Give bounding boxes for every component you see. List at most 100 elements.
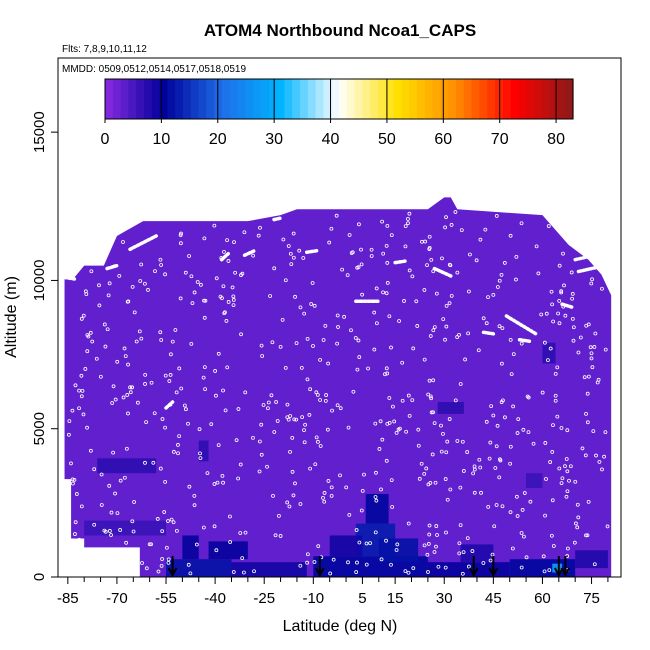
sample-point [182,403,187,408]
sample-point [553,398,558,403]
sample-point [478,237,483,242]
sample-point [521,534,526,539]
sample-point [364,541,369,546]
sample-point [307,413,312,417]
sample-point [404,429,409,434]
sample-point [374,286,379,291]
sample-point [432,421,437,426]
sample-point [202,298,206,303]
sample-point [553,371,558,376]
sample-point [111,384,116,389]
sample-point [117,274,122,278]
sample-point [497,475,502,480]
sample-point [77,388,82,393]
sample-point [373,495,378,499]
sample-point [294,341,299,345]
x-tick-label: 30 [436,590,453,607]
colorbar-segment [417,79,426,119]
sample-point [278,534,283,538]
sample-point [77,537,82,542]
sample-point [225,238,229,242]
sample-point [492,524,497,529]
flight-track [452,191,460,198]
sample-point [416,427,421,432]
sample-point [415,324,420,328]
sample-point [575,525,580,530]
sample-point [426,392,431,397]
sample-point [592,345,597,349]
sample-point [597,459,602,464]
sample-point [570,292,575,296]
profile-marker-arrow [560,567,571,578]
sample-point [239,273,243,277]
sample-point [430,452,435,457]
sample-point [298,563,303,568]
sample-point [557,466,562,471]
sample-point [359,262,364,267]
sample-point [434,524,439,528]
sample-point [329,485,334,490]
colorbar-segment [339,79,348,119]
sample-point [151,460,156,465]
sample-point [314,435,319,440]
sample-point [592,562,597,567]
sample-point [283,278,288,283]
sample-point [465,450,470,454]
sample-point [268,294,272,298]
sample-point [429,396,434,401]
sample-point [357,355,362,359]
sample-point [81,313,86,318]
colorbar-segment [112,79,122,119]
sample-point [503,415,507,420]
sample-point [582,375,587,380]
x-tick-label: -40 [204,590,226,607]
sample-point [270,340,275,345]
sample-point [138,279,143,283]
colorbar-segment [300,79,309,119]
colorbar: 0 10 20 30 40 50 60 70 80 [101,78,574,148]
sample-point [215,480,220,485]
sample-point [395,542,400,547]
flight-track [573,251,604,262]
sample-point [277,513,281,518]
sample-point [132,310,137,315]
sample-point [549,533,554,538]
sample-point [571,325,576,330]
sample-point [174,528,179,533]
sample-point [220,473,225,478]
sample-point [499,361,504,366]
sample-point [153,269,157,274]
sample-point [162,510,167,514]
sample-point [345,273,350,278]
sample-point [585,420,590,425]
sample-point [428,481,433,485]
sample-point [312,303,317,308]
sample-point [491,293,496,297]
sample-point [526,430,531,435]
sample-point [448,263,453,268]
sample-point [302,440,307,445]
sample-point [327,240,332,245]
chart-title: ATOM4 Northbound Ncoa1_CAPS [204,21,476,40]
sample-point [221,480,225,485]
x-tick-label: -55 [155,590,177,607]
sample-point [103,344,108,349]
sample-point [216,351,221,356]
sample-point [519,565,524,570]
sample-point [359,508,364,513]
sample-point [479,490,483,495]
sample-point [85,333,90,337]
colorbar-segment [167,79,176,119]
heatmap-cell [575,550,608,569]
sample-point [389,345,393,350]
sample-point [169,352,173,357]
sample-point [67,419,72,424]
sample-point [368,541,373,546]
sample-point [369,254,374,258]
sample-point [603,347,608,352]
sample-point [259,452,264,457]
sample-point [169,517,174,522]
sample-point [88,330,93,335]
sample-point [197,427,202,432]
heatmap-cell [526,473,543,489]
